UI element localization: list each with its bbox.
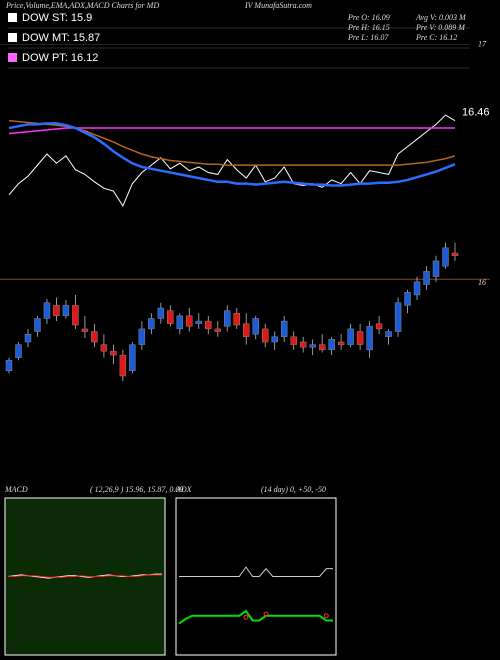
candle-body: [5, 360, 13, 371]
info: Pre L: 16.07: [347, 33, 389, 42]
candle-body: [299, 341, 307, 348]
candle-body: [119, 354, 127, 377]
indicator-dot: [323, 613, 329, 619]
candle-body: [252, 318, 259, 335]
y-tick-label: 16: [478, 278, 486, 287]
annotation: 16.46: [462, 107, 490, 119]
candle-body: [176, 315, 184, 330]
candle-body: [129, 344, 136, 371]
candle-body: [262, 328, 269, 343]
candle-body: [243, 323, 250, 337]
candle-body: [81, 328, 89, 332]
candle-body: [224, 310, 231, 327]
candle-body: [148, 318, 155, 330]
legend-swatch: [8, 13, 17, 22]
candle-body: [423, 271, 430, 285]
ema-line: [8, 122, 456, 187]
candle-body: [432, 260, 440, 277]
candle-body: [233, 313, 240, 326]
candle-body: [394, 302, 402, 332]
candle-body: [385, 331, 392, 337]
legend-swatch: [8, 53, 17, 62]
candle-body: [337, 341, 345, 345]
panel-title: MACD: [4, 485, 28, 494]
chart-title: Price,Volume,EMA,ADX,MACD Charts for MD: [5, 1, 159, 10]
ema-line: [8, 119, 456, 166]
candle-body: [214, 328, 221, 332]
candle-body: [413, 281, 421, 296]
legend-label: DOW MT: 15.87: [22, 32, 100, 44]
indicator-dot: [243, 614, 249, 620]
candle-body: [347, 328, 354, 345]
candle-body: [72, 305, 79, 326]
candle-body: [53, 305, 60, 317]
candle-body: [375, 323, 383, 330]
candle-body: [271, 336, 278, 343]
candle-body: [34, 318, 41, 332]
candle-body: [205, 320, 212, 330]
info: Pre C: 16.12: [415, 33, 457, 42]
y-tick-label: 17: [478, 39, 487, 48]
candle-body: [451, 252, 459, 256]
candle-body: [167, 310, 174, 324]
candle-body: [110, 350, 117, 356]
candle-body: [356, 331, 364, 345]
candle-body: [404, 292, 411, 306]
candle-body: [328, 339, 335, 351]
candle-body: [186, 315, 193, 327]
panel-subtitle: (14 day) 0, +50, -50: [261, 485, 326, 494]
panel-title: ADX: [175, 485, 193, 494]
candle-body: [290, 336, 297, 345]
candle-body: [62, 305, 70, 317]
candle-body: [442, 247, 449, 267]
legend-label: DOW PT: 16.12: [22, 52, 98, 64]
indicator-line: [8, 574, 162, 578]
indicator-line: [179, 566, 333, 577]
candle-body: [280, 320, 288, 337]
indicator-line: [178, 609, 333, 625]
indicator-line: [7, 573, 162, 579]
ema-line: [8, 127, 455, 135]
panel-subtitle: ( 12,26,9 ) 15.96, 15.87, 0.09: [90, 485, 183, 494]
candle-body: [366, 326, 373, 351]
legend-label: DOW ST: 15.9: [22, 12, 92, 24]
candle-body: [24, 333, 32, 343]
candle-body: [91, 331, 98, 343]
candle-body: [318, 344, 326, 351]
info: Pre H: 16.15: [347, 23, 390, 32]
candle-body: [138, 328, 146, 345]
candle-body: [309, 344, 316, 348]
candle-body: [43, 302, 51, 319]
indicator-dot: [263, 611, 269, 617]
candle-body: [15, 344, 22, 358]
legend-swatch: [8, 33, 17, 42]
source: IV MunafaSutra.com: [244, 1, 312, 10]
info: Avg V: 0.003 M: [415, 13, 467, 22]
candle-body: [157, 307, 165, 319]
candle-body: [100, 344, 108, 352]
info: Pre O: 16.09: [347, 13, 390, 22]
info: Pre V: 0.089 M: [415, 23, 466, 32]
candle-body: [195, 320, 202, 324]
